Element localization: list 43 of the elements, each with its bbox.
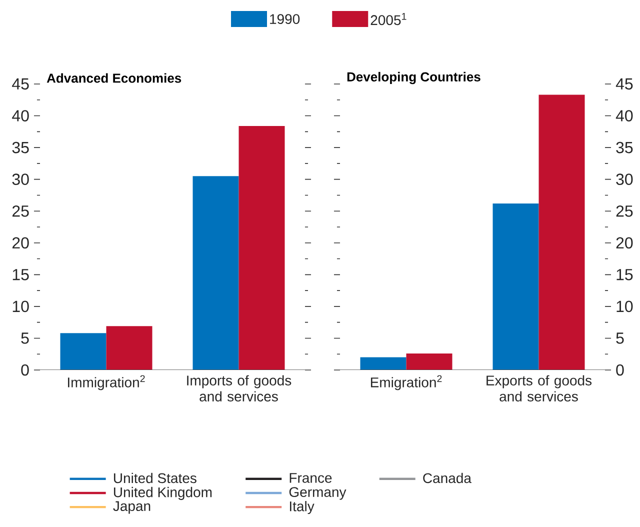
y-tick-label: 15 — [12, 269, 29, 280]
legend-label: Germany — [289, 487, 346, 500]
y-tick-label: 10 — [12, 300, 29, 312]
y-tick-label: 45 — [12, 78, 29, 90]
legend-label: 2005$^{1}$ — [370, 13, 406, 26]
y-tick-label: 30 — [12, 174, 29, 185]
y-tick-label: 15 — [616, 269, 633, 280]
y-tick-label: 5 — [616, 332, 624, 344]
legend-label: Japan — [113, 501, 150, 514]
legend-label: France — [290, 473, 332, 483]
bar — [538, 94, 585, 370]
bar — [406, 353, 452, 370]
legend-label: United States — [114, 472, 196, 484]
y-tick-label: 0 — [616, 364, 624, 376]
bar — [360, 357, 406, 370]
legend-label: Canada — [423, 472, 472, 484]
x-tick-label: Immigration$^{2}$ — [68, 375, 145, 390]
legend-label: Italy — [290, 501, 314, 514]
y-tick-label: 0 — [21, 364, 29, 376]
y-tick-label: 40 — [12, 110, 29, 122]
chart-title: Developing Countries — [347, 72, 480, 84]
bar — [238, 126, 285, 370]
bar — [192, 176, 239, 370]
x-tick-label: Emigration$^{2}$ — [370, 375, 442, 390]
y-tick-label: 20 — [12, 237, 29, 249]
y-tick-label: 10 — [616, 300, 633, 312]
bar — [492, 203, 539, 370]
y-tick-label: 25 — [616, 205, 633, 217]
bar — [106, 326, 152, 370]
y-tick-label: 5 — [21, 332, 29, 344]
legend-label: United Kingdom — [114, 486, 212, 500]
y-tick-label: 40 — [616, 110, 633, 122]
y-tick-label: 30 — [616, 174, 633, 185]
x-tick-label: Exports of goods and services — [486, 375, 592, 402]
y-tick-label: 25 — [12, 205, 29, 217]
y-tick-label: 20 — [616, 237, 633, 249]
chart-title: Advanced Economies — [46, 73, 182, 83]
legend-label: 1990 — [270, 14, 300, 24]
y-tick-label: 45 — [616, 78, 633, 90]
x-tick-label: Imports of goods and services — [187, 375, 292, 402]
y-tick-label: 35 — [12, 142, 29, 154]
y-tick-label: 35 — [616, 142, 633, 154]
bar — [60, 333, 106, 370]
